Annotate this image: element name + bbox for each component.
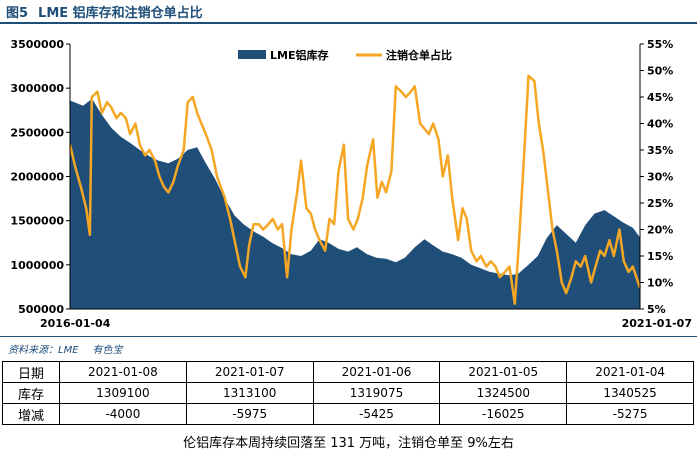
y-right-tick-label: 30% — [647, 171, 673, 184]
table-cell: 1313100 — [185, 382, 314, 404]
legend-label-inventory: LME铝库存 — [270, 48, 328, 62]
table-row: 增减 -4000 -5975 -5425 -16025 -5275 — [2, 403, 694, 425]
y-right-tick-label: 20% — [647, 224, 673, 237]
table-cell: 1340525 — [566, 382, 694, 404]
y-right-tick-label: 45% — [647, 91, 673, 104]
y-right-tick-label: 15% — [647, 250, 673, 263]
y-right-tick-label: 55% — [647, 38, 673, 51]
legend-label-ratio: 注销仓单占比 — [386, 48, 452, 62]
y-left-tick-label: 1000000 — [10, 259, 64, 272]
y-right-tick-label: 35% — [647, 144, 673, 157]
x-tick-label: 2016-01-04 — [40, 317, 111, 330]
source-rule — [0, 336, 697, 337]
table-cell: -4000 — [59, 403, 187, 425]
chart-title: 图5 LME 铝库存和注销仓单占比 — [6, 2, 203, 21]
y-left-tick-label: 500000 — [18, 303, 64, 316]
table-cell: 2021-01-04 — [566, 361, 694, 383]
table-cell: 1324500 — [439, 382, 568, 404]
source-label: 资料来源：LME — [8, 345, 79, 356]
source-note: 资料来源：LME 有色宝 — [8, 341, 137, 356]
chart-svg: 3500000 3000000 2500000 2000000 1500000 10000… — [10, 38, 692, 330]
y-left-tick-label: 3000000 — [10, 82, 64, 95]
table-cell: 2021-01-07 — [185, 361, 314, 383]
source-org: 有色宝 — [92, 345, 123, 356]
table-cell: 1309100 — [59, 382, 187, 404]
legend-swatch-inventory — [238, 50, 266, 59]
table-row: 日期 2021-01-08 2021-01-07 2021-01-06 2021-01-… — [2, 361, 694, 383]
table-cell: 1319075 — [312, 382, 441, 404]
y-left-tick-label: 2500000 — [10, 126, 64, 139]
y-left-tick-label: 2000000 — [10, 171, 64, 184]
y-right-tick-label: 5% — [647, 303, 666, 316]
x-tick-label: 2021-01-07 — [622, 317, 692, 330]
table-cell: 2021-01-06 — [312, 361, 441, 383]
caption: 伦铝库存本周持续回落至 131 万吨，注销仓单至 9%左右 — [183, 436, 514, 451]
cancelled-warrant-line — [68, 74, 642, 305]
y-right-tick-label: 50% — [647, 65, 673, 78]
table-cell: -16025 — [439, 403, 568, 425]
row-header: 日期 — [2, 361, 60, 383]
table-cell: -5975 — [185, 403, 314, 425]
y-right-tick-label: 25% — [647, 197, 673, 210]
table-cell: -5425 — [312, 403, 441, 425]
figure-number: 图5 — [6, 6, 29, 21]
y-right-tick-label: 10% — [647, 277, 673, 290]
table-cell: -5275 — [566, 403, 694, 425]
table-cell: 2021-01-08 — [59, 361, 187, 383]
inventory-table: 日期 2021-01-08 2021-01-07 2021-01-06 2021-01-… — [2, 361, 694, 425]
y-right-tick-label: 40% — [647, 118, 673, 131]
table-row: 库存 1309100 1313100 1319075 1324500 1340525 — [2, 382, 694, 404]
row-header: 库存 — [2, 382, 60, 404]
y-left-tick-label: 1500000 — [10, 215, 64, 228]
inventory-area — [70, 98, 640, 309]
title-rule — [0, 22, 697, 24]
row-header: 增减 — [2, 403, 60, 425]
figure-title: LME 铝库存和注销仓单占比 — [38, 6, 203, 21]
y-left-tick-label: 3500000 — [10, 38, 64, 51]
table-cell: 2021-01-05 — [439, 361, 568, 383]
